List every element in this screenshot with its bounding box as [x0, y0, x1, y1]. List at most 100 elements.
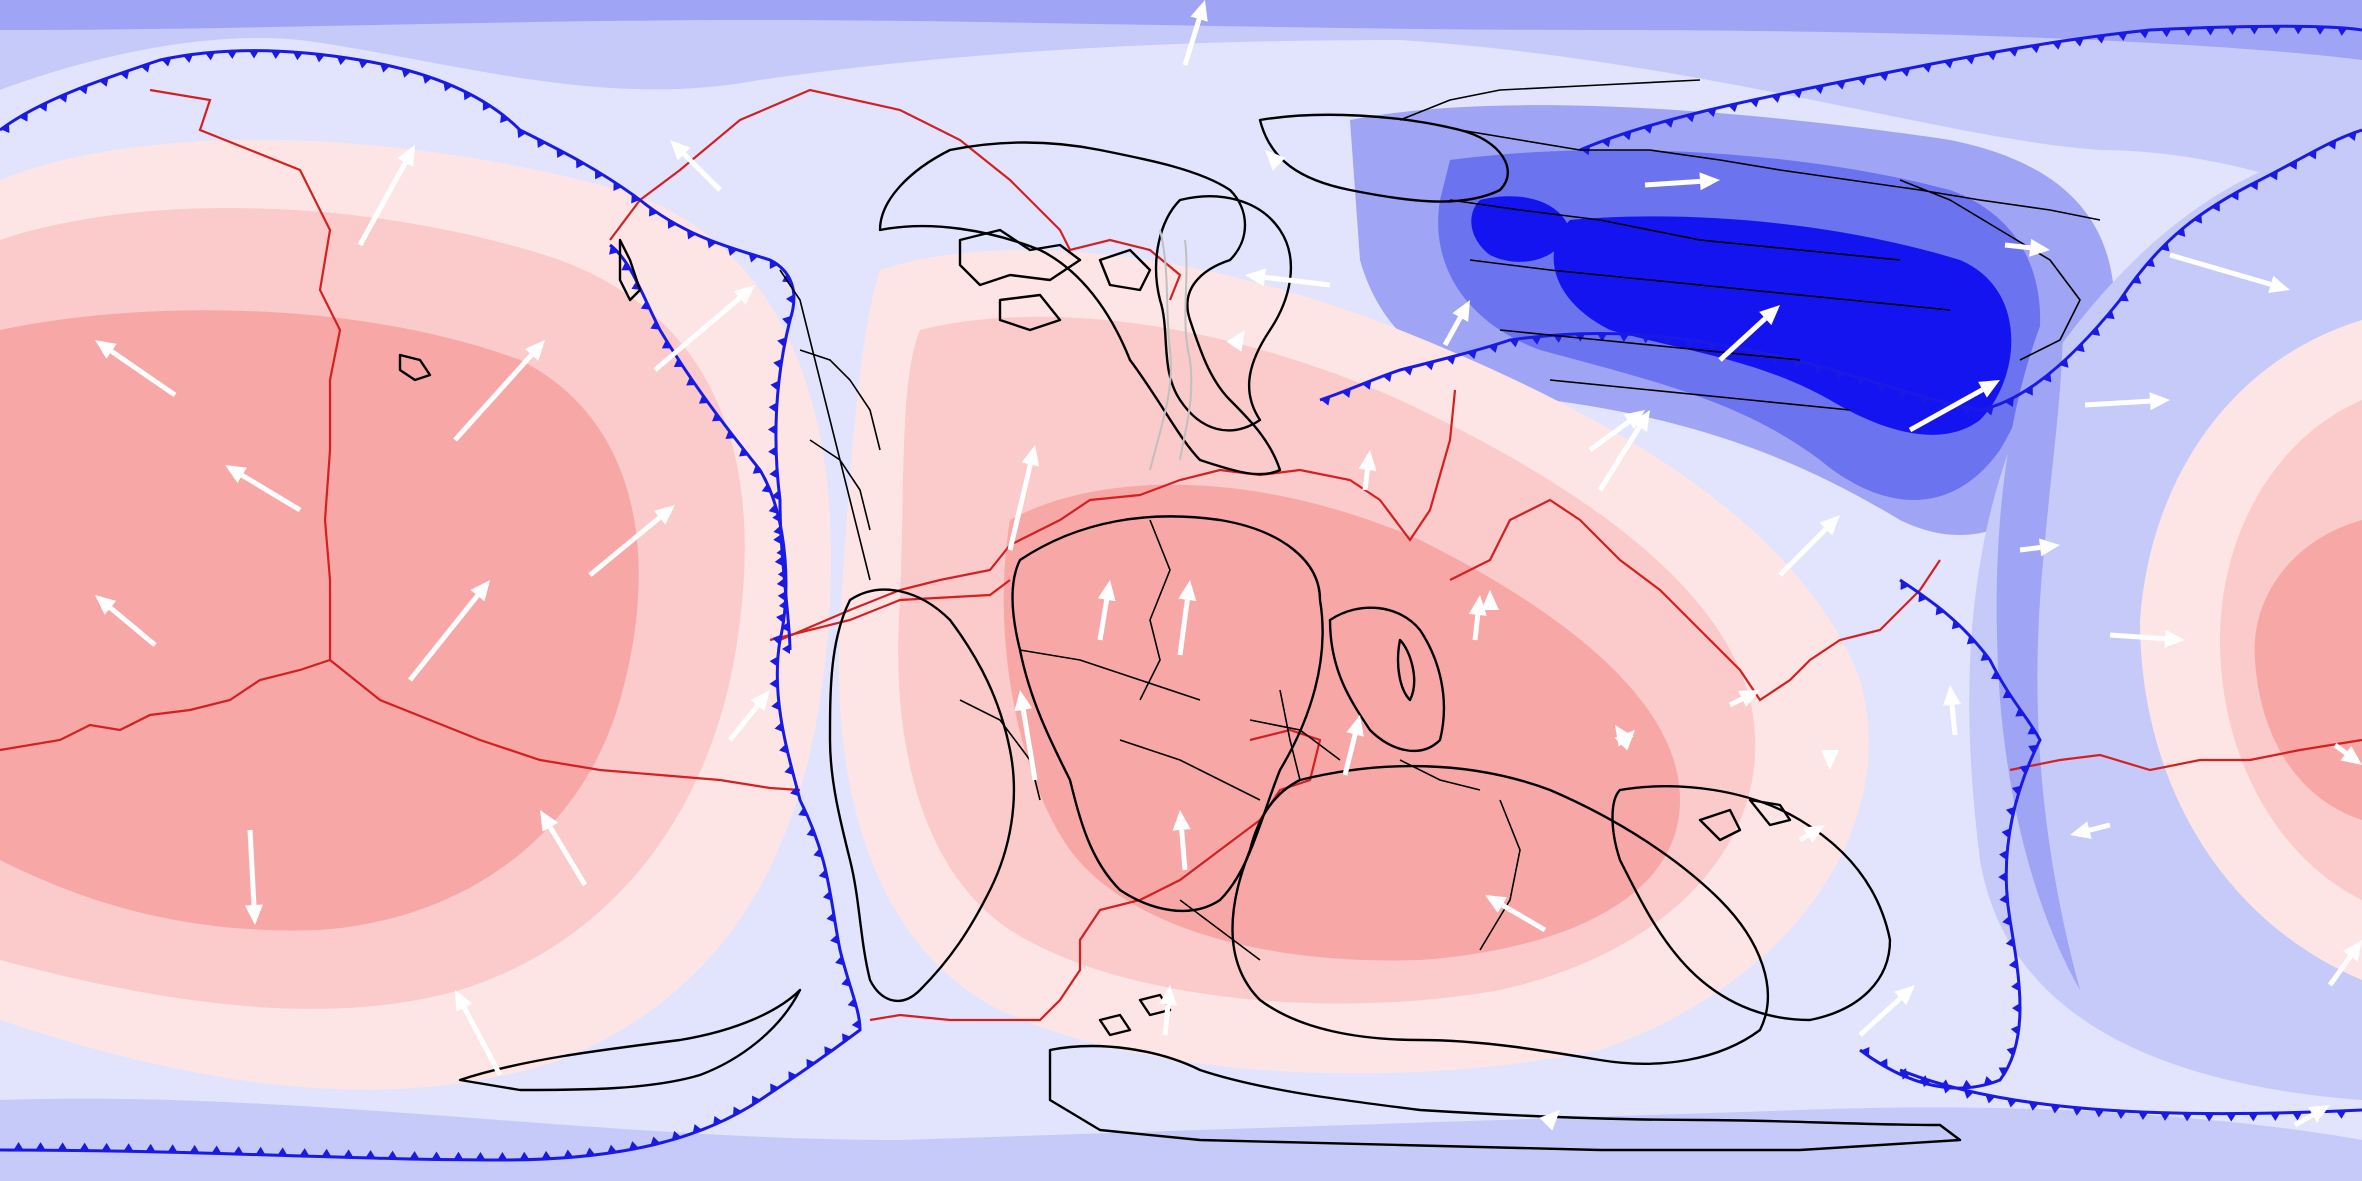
subduction-teeth — [0, 26, 2357, 1161]
velocity-arrow-head — [1452, 300, 1470, 322]
subduction-tooth — [2211, 202, 2220, 212]
subduction-tooth — [78, 85, 88, 95]
subduction-tooth — [1362, 380, 1372, 390]
subduction-tooth — [2119, 292, 2129, 302]
subduction-tooth — [2249, 26, 2260, 35]
subduction-tooth — [2117, 32, 2128, 41]
subduction-tooth — [431, 1151, 442, 1160]
coast-south-polar — [1048, 1044, 1962, 1152]
subduction-tooth — [2027, 725, 2037, 735]
subduction-tooth — [123, 1143, 134, 1152]
subduction-tooth — [2131, 274, 2142, 284]
subduction-tooth — [1857, 76, 1868, 86]
ridge-indian — [1449, 498, 1941, 702]
subduction-tooth — [772, 634, 782, 645]
subduction-tooth — [401, 68, 412, 78]
subduction-tooth — [2336, 1110, 2347, 1119]
subduction-tooth — [183, 54, 194, 63]
subduction-tooth — [784, 765, 794, 775]
velocity-arrow-shaft — [1264, 274, 1331, 288]
velocity-arrow — [2109, 629, 2185, 648]
subduction-tooth — [38, 102, 48, 112]
subduction-tooth — [2293, 26, 2304, 35]
subduction-tooth — [1943, 59, 1954, 69]
subduction-tooth — [2011, 785, 2021, 796]
velocity-arrow-head — [1631, 410, 1650, 432]
subduction-tooth — [2004, 397, 2014, 407]
subduction-tooth — [2059, 358, 2069, 368]
coast-australia — [1611, 785, 1892, 1022]
velocity-arrow-shaft — [1020, 709, 1038, 781]
velocity-arrow-head — [1245, 268, 1266, 287]
subduction-tooth — [2249, 180, 2259, 191]
plate-velocity-arrows — [95, 0, 2362, 1131]
subduction-tooth — [1403, 366, 1414, 376]
subduction-tooth — [686, 376, 696, 386]
velocity-arrow — [728, 690, 770, 742]
subduction-tooth — [365, 1150, 376, 1159]
subduction-tooth — [607, 1144, 618, 1154]
subduction-tooth — [1814, 85, 1825, 95]
velocity-arrow-head — [1803, 825, 1825, 844]
velocity-arrow — [1468, 595, 1487, 641]
subduction-tooth — [211, 1145, 222, 1154]
subduction-tooth — [739, 447, 749, 457]
subduction-tooth — [673, 358, 684, 368]
subduction-tooth — [713, 1115, 723, 1126]
subduction-tooth — [782, 273, 792, 283]
velocity-arrow — [2084, 392, 2170, 411]
subduction-tooth — [2270, 1112, 2281, 1122]
subduction-tooth — [774, 556, 784, 567]
velocity-arrow-head — [653, 505, 675, 525]
velocity-arrow-head — [1623, 410, 1645, 430]
subduction-tooth — [2182, 1113, 2193, 1122]
field-east-blue-flank-2 — [1996, 280, 2080, 990]
subduction-tooth — [2075, 343, 2085, 353]
velocity-arrow — [1644, 172, 1720, 191]
subduction-tooth — [752, 464, 763, 474]
subduction-tooth — [255, 1146, 266, 1155]
subduction-tooth — [773, 534, 782, 545]
velocity-arrow-shaft — [1472, 614, 1481, 641]
subduction-tooth — [830, 934, 839, 945]
rift-proto-atlantic — [1179, 239, 1193, 461]
velocity-arrow-head — [1821, 750, 1839, 770]
velocity-arrow-shaft — [2088, 822, 2111, 833]
velocity-arrow-head — [1738, 690, 1760, 707]
subduction-tooth — [1900, 67, 1911, 77]
subduction-tooth — [1663, 336, 1674, 346]
velocity-arrow-head — [750, 690, 770, 712]
velocity-arrow-head — [2070, 821, 2092, 839]
subduction-tooth — [1684, 339, 1695, 348]
velocity-arrow-head — [1358, 450, 1377, 471]
velocity-arrow-head — [1614, 730, 1635, 751]
subduction-tooth — [2347, 131, 2357, 141]
subduction-tooth — [35, 1142, 46, 1151]
velocity-arrow — [408, 580, 490, 682]
velocity-arrow — [1226, 330, 1245, 352]
velocity-arrow — [1798, 825, 1825, 844]
subduction-tooth — [443, 82, 453, 92]
velocity-arrow — [1342, 715, 1364, 776]
velocity-arrow — [1485, 895, 1547, 933]
subduction-tooth — [387, 1150, 398, 1159]
ridge-pacific-north — [149, 88, 342, 660]
velocity-arrow — [2004, 238, 2050, 257]
velocity-arrow-shaft — [1442, 316, 1463, 347]
subduction-tooth — [475, 1151, 486, 1160]
subduction-tooth — [1771, 93, 1782, 103]
subduction-tooth — [788, 1071, 798, 1081]
subduction-tooth — [277, 1147, 288, 1156]
velocity-arrow — [1943, 685, 1961, 736]
subduction-tooth — [1597, 333, 1608, 342]
subduction-tooth — [777, 591, 786, 602]
velocity-arrow-head — [2149, 392, 2170, 411]
subduction-tooth — [2095, 35, 2106, 44]
subduction-tooth — [818, 869, 828, 880]
subduction-tooth — [541, 1150, 552, 1160]
subduction-tooth — [767, 424, 776, 435]
coast-islands-misc — [398, 238, 1792, 1037]
coast-south-america — [828, 588, 1016, 1002]
velocity-arrow — [1245, 268, 1331, 288]
velocity-arrow-head — [1021, 445, 1040, 467]
